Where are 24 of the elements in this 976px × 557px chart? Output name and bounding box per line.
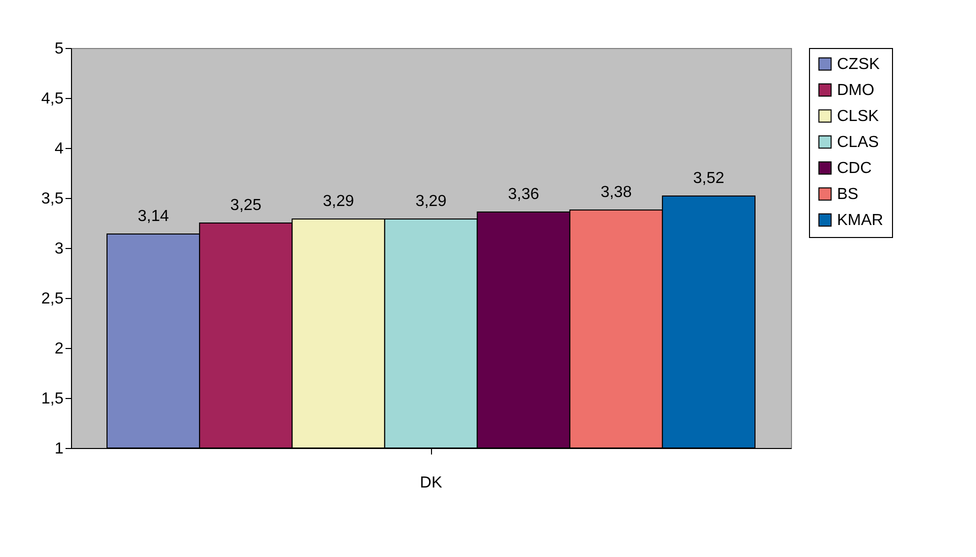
y-tick-label: 3 bbox=[54, 240, 64, 258]
y-tick-label: 1 bbox=[54, 440, 64, 458]
legend-label: CLAS bbox=[837, 134, 879, 151]
y-tick-label: 5 bbox=[54, 40, 64, 58]
data-label: 3,29 bbox=[415, 193, 447, 210]
x-tick-label: DK bbox=[420, 474, 442, 492]
data-label: 3,14 bbox=[138, 208, 169, 225]
legend-label: KMAR bbox=[837, 212, 884, 229]
legend-label: BS bbox=[837, 186, 858, 203]
data-label: 3,29 bbox=[322, 193, 354, 210]
data-label: 3,38 bbox=[600, 184, 632, 201]
y-tick-label: 3,5 bbox=[41, 190, 64, 208]
y-tick-label: 1,5 bbox=[41, 390, 64, 408]
data-label: 3,52 bbox=[693, 170, 724, 187]
data-label: 3,36 bbox=[508, 186, 540, 203]
legend-label: DMO bbox=[837, 82, 874, 99]
y-tick-label: 4 bbox=[54, 140, 64, 158]
y-tick-label: 2 bbox=[54, 340, 64, 358]
y-tick-label: 4,5 bbox=[41, 90, 64, 108]
y-tick-label: 2,5 bbox=[41, 290, 64, 308]
legend-label: CDC bbox=[837, 160, 872, 177]
legend-label: CLSK bbox=[837, 108, 880, 125]
data-label: 3,25 bbox=[230, 197, 262, 214]
legend-label: CZSK bbox=[837, 56, 880, 73]
